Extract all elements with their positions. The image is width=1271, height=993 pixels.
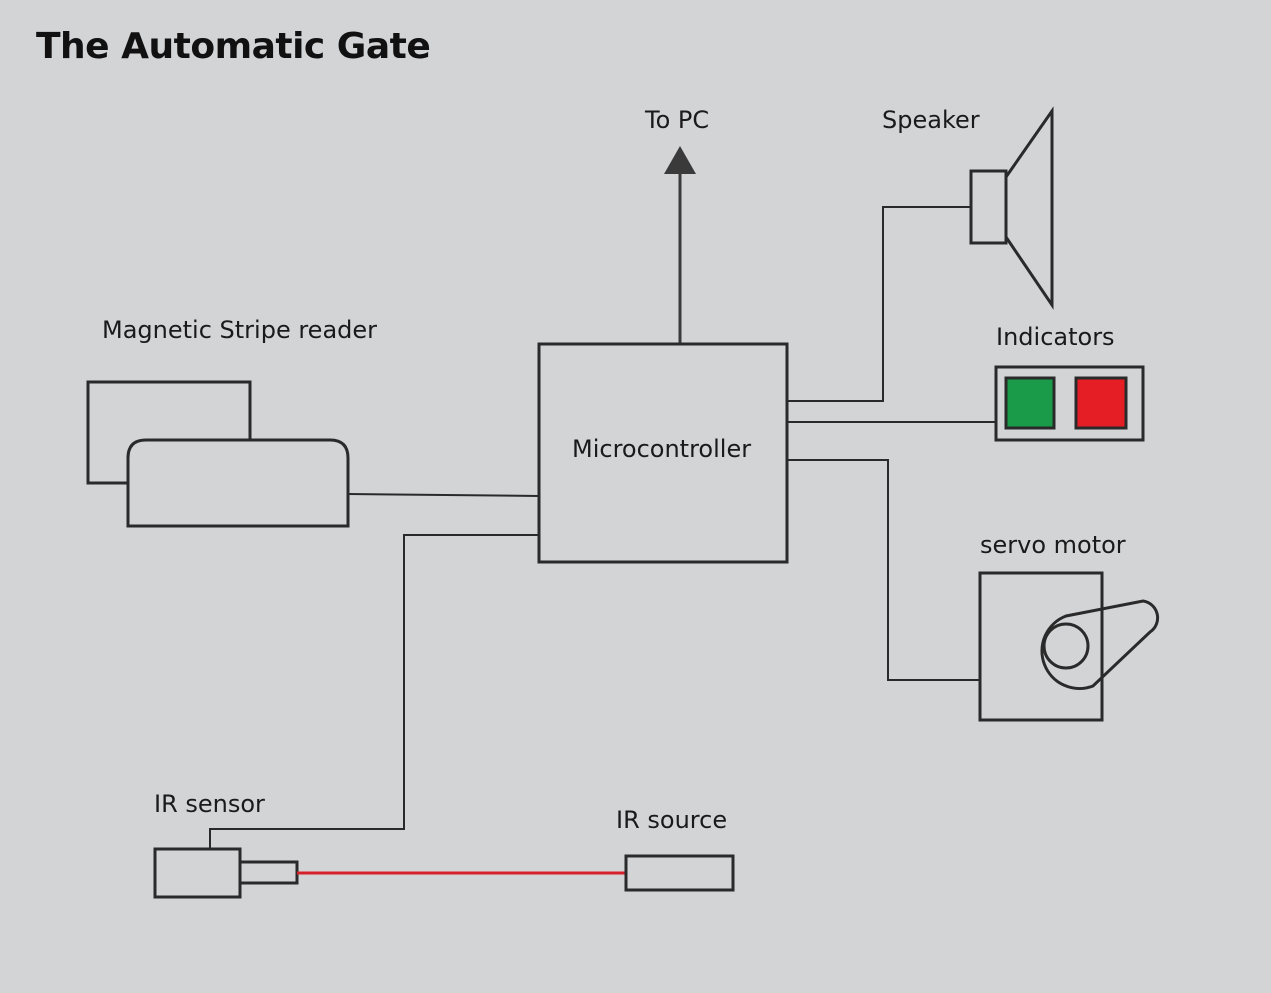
diagram-title: The Automatic Gate — [36, 26, 431, 67]
microcontroller-box — [537, 342, 789, 564]
indicators-housing — [994, 365, 1145, 442]
indicator-green-led — [1004, 376, 1056, 430]
wire-servo — [787, 459, 980, 681]
ir-source-body — [624, 854, 735, 892]
to-pc-label: To PC — [645, 106, 710, 134]
speaker-magnet — [969, 169, 1008, 245]
servo-horn — [1040, 599, 1160, 691]
speaker-cone — [1004, 106, 1054, 310]
microcontroller-label: Microcontroller — [572, 435, 752, 463]
servo-body — [978, 571, 1104, 722]
indicator-red-led — [1074, 376, 1128, 430]
indicators-label: Indicators — [996, 323, 1115, 351]
ir-source-label: IR source — [616, 806, 728, 834]
to-pc-arrow-head — [664, 146, 696, 174]
speaker-label: Speaker — [882, 106, 980, 134]
wire-speaker — [787, 206, 971, 402]
wire-msr — [347, 493, 540, 497]
ir-sensor-body — [153, 847, 242, 899]
servo-hub — [1042, 622, 1090, 670]
servo-motor-label: servo motor — [980, 531, 1126, 559]
ir-sensor-label: IR sensor — [154, 790, 265, 818]
msr-body — [126, 438, 350, 528]
ir-sensor-lens — [238, 860, 299, 885]
wire-ir-sensor — [209, 534, 539, 849]
magnetic-stripe-reader-label: Magnetic Stripe reader — [102, 316, 378, 344]
